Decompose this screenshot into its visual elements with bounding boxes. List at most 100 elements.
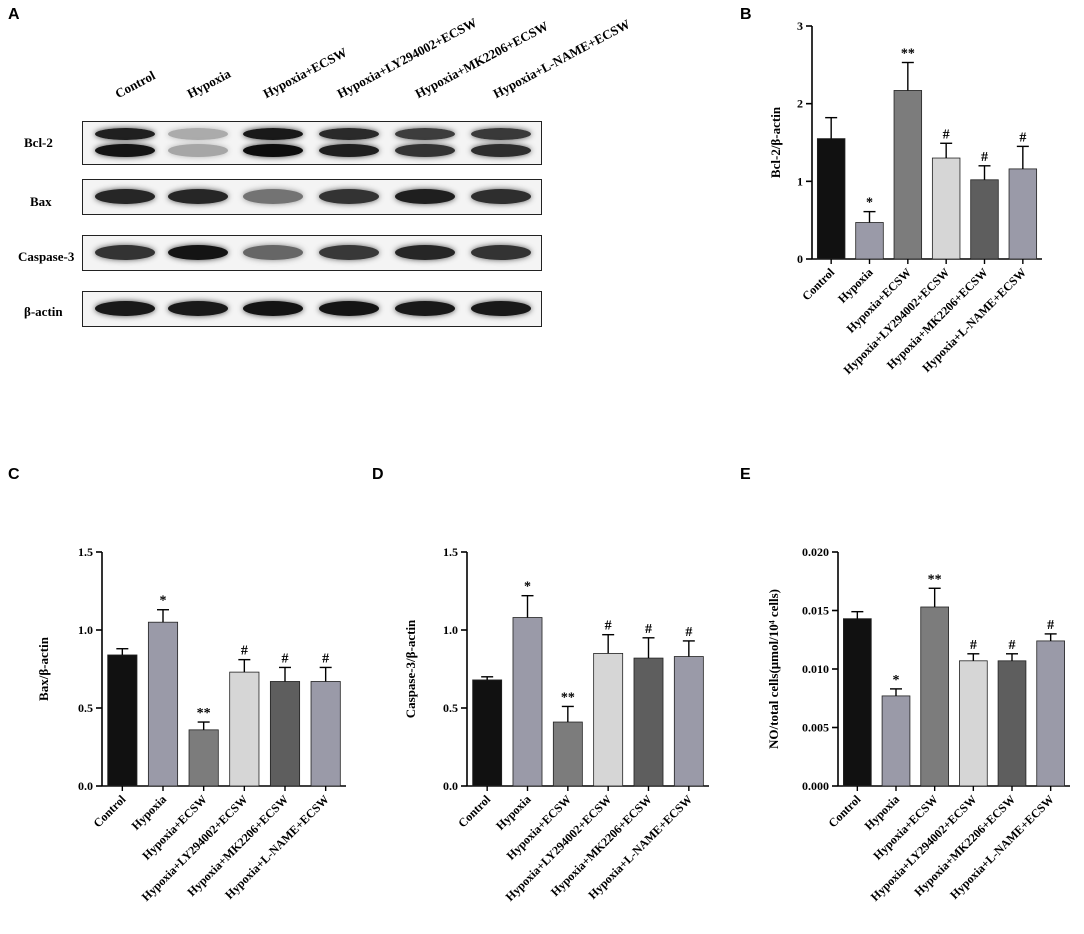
blot-band [471,189,531,204]
blot-band [319,128,379,140]
blot-band [243,128,303,140]
significance-marker: ** [928,572,942,587]
bar [229,671,260,787]
blot-strip-bcl2 [82,121,542,165]
panel-letter-d: D [372,466,384,483]
y-tick-label: 0.005 [802,721,829,735]
y-tick-label: 0.010 [802,662,829,676]
significance-marker: # [1047,618,1054,633]
blot-band [471,245,531,260]
lane-label-hypoxia-ly294002-ecsw: Hypoxia+LY294002+ECSW [334,14,480,102]
blot-band [243,245,303,260]
bar [1008,168,1038,260]
row-label-beta-actin: β-actin [24,304,63,319]
lane-label-hypoxia: Hypoxia [184,65,234,102]
blot-band [395,144,455,157]
bar [970,179,999,260]
bar-chart-caspase3: 0.0 0.5 1.0 1.5 Caspase-3/β-actin Control * Hyp… [403,545,709,904]
row-label-caspase3: Caspase-3 [18,249,75,264]
significance-marker: * [524,580,531,595]
significance-marker: # [605,619,612,634]
blot-band [471,128,531,140]
y-tick-label: 0.020 [802,545,829,559]
bar-chart-bax: 0.0 0.5 1.0 1.5 Bax/β-actin Control * Hypoxia **… [36,545,346,904]
y-axis-title: Bcl-2/β-actin [768,106,783,178]
lane-label-hypoxia-lname-ecsw: Hypoxia+L-NAME+ECSW [490,16,633,102]
panel-letter-b: B [740,6,752,23]
bar [843,618,872,787]
panel-letter-a: A [8,6,20,23]
y-tick-label: 1.5 [78,545,93,559]
bar [310,681,341,787]
y-tick-label: 0.5 [78,701,93,715]
blot-band [395,189,455,204]
bar [997,660,1027,787]
blot-band [95,128,155,140]
blot-band [95,144,155,157]
blot-band [395,128,455,140]
significance-marker: ** [561,690,575,705]
bar [633,657,664,787]
bar [552,721,583,787]
blot-strip-beta-actin [82,291,542,327]
y-tick-label: 2 [797,97,803,111]
y-tick-label: 1.0 [443,623,458,637]
bar [931,157,961,260]
x-tick-label: Control [825,792,863,830]
panel-letter-e: E [740,466,751,483]
x-tick-label: Control [799,265,837,303]
significance-marker: * [160,594,167,609]
bar [472,679,503,787]
y-tick-label: 0.0 [78,779,93,793]
y-tick-label: 0.015 [802,604,829,618]
blot-band [168,144,228,157]
bar [893,90,923,260]
western-blot-panel: Control Hypoxia Hypoxia+ECSW Hypoxia+LY2… [0,0,632,360]
significance-marker: # [970,638,977,653]
blot-band [243,144,303,157]
blot-band [168,245,228,260]
blot-band [168,128,228,140]
significance-marker: # [1009,638,1016,653]
significance-marker: * [893,673,900,688]
y-tick-label: 0 [797,252,803,266]
bar [959,660,988,787]
panel-letter-c: C [8,466,20,483]
blot-band [471,144,531,157]
blot-band [395,301,455,316]
blot-band [319,301,379,316]
y-tick-label: 0.5 [443,701,458,715]
x-tick-label: Hypoxia [129,792,170,833]
x-tick-label: Hypoxia [493,792,534,833]
significance-marker: # [943,127,950,142]
significance-marker: # [981,150,988,165]
blot-band [168,301,228,316]
y-tick-label: 0.000 [802,779,829,793]
lane-label-control: Control [112,67,158,102]
bar [881,695,911,787]
blot-strip-bax [82,179,542,215]
bar [593,652,624,787]
blot-band [243,301,303,316]
blot-band [319,245,379,260]
y-tick-label: 1.5 [443,545,458,559]
bar [673,656,704,787]
y-tick-label: 1 [797,174,803,188]
bar [920,606,949,787]
significance-marker: * [866,196,873,211]
bar-chart-bcl2: 0123Bcl-2/β-actinControl*Hypoxia**Hypoxi… [768,19,1042,377]
y-tick-label: 3 [797,19,803,33]
bar [1036,640,1065,787]
x-tick-label: Control [90,792,128,830]
bar-chart-no: 0.000 0.005 0.010 0.015 0.020 NO/total cells(… [766,545,1070,904]
bar [107,654,138,787]
significance-marker: # [1019,130,1026,145]
significance-marker: # [685,625,692,640]
bar [269,681,301,787]
blot-band [319,144,379,157]
lane-label-hypoxia-mk2206-ecsw: Hypoxia+MK2206+ECSW [412,18,551,102]
blot-band [168,189,228,204]
significance-marker: ** [197,706,211,721]
x-tick-label: Control [455,792,493,830]
blot-band [395,245,455,260]
